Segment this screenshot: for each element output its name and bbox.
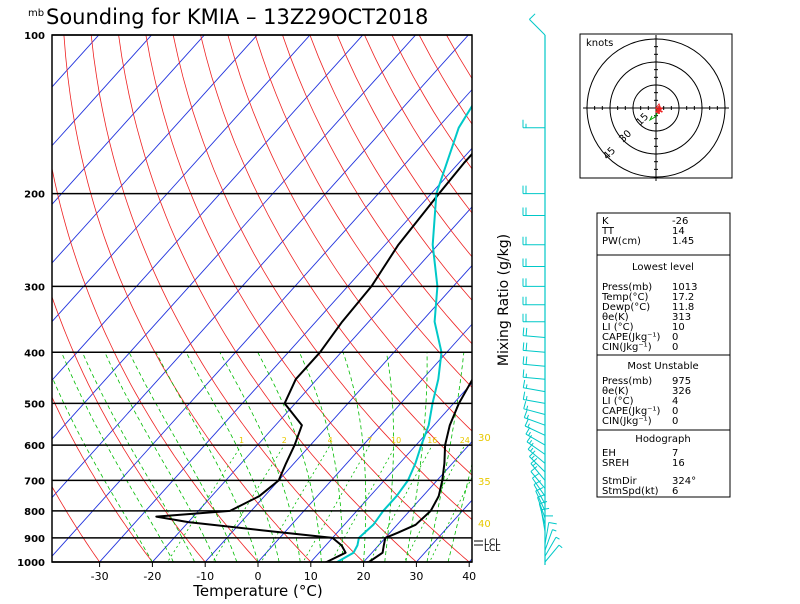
wind-barb: [523, 356, 545, 366]
temperature-tick-label: 30: [409, 570, 423, 583]
pressure-tick-label: 500: [24, 399, 45, 410]
wind-barb: [523, 369, 545, 379]
mixing-ratio-axis-label: Mixing Ratio (g/kg): [496, 234, 512, 366]
wind-barb: [523, 237, 545, 245]
mixing-ratio-tick-label: 4: [328, 436, 333, 445]
hodograph-units: knots: [586, 38, 613, 49]
lowest-level-value: 0: [672, 342, 678, 353]
hodograph-stats-title: Hodograph: [635, 434, 690, 445]
pressure-tick-label: 400: [24, 348, 45, 359]
x-axis-label: Temperature (°C): [192, 582, 322, 600]
chart-title: Sounding for KMIA – 13Z29OCT2018: [46, 5, 428, 29]
mixing-ratio-tick-label: 10: [391, 436, 401, 445]
temperature-tick-label: -20: [143, 570, 161, 583]
wind-barb: [523, 208, 545, 216]
most-unstable-title: Most Unstable: [627, 361, 698, 372]
pressure-tick-label: 200: [24, 190, 45, 201]
index-value: 1.45: [672, 236, 694, 247]
isotherm-line: [0, 23, 57, 573]
lowest-level-label: CIN(Jkg⁻¹): [602, 342, 652, 353]
wind-barb: [523, 392, 545, 404]
pressure-tick-label: 900: [24, 534, 45, 545]
wind-barb: [523, 120, 545, 128]
wind-barb: [523, 328, 545, 338]
pressure-tick-label: 600: [24, 441, 45, 452]
hodograph-stat-label: SREH: [602, 458, 629, 469]
pressure-tick-labels: 100 200 300 400 500 600 700 800 900 1000: [17, 31, 45, 569]
wind-barb: [526, 427, 545, 445]
hodograph-stat-value: 6: [672, 486, 678, 497]
mixing-ratio-tick-label: 7: [367, 436, 372, 445]
hodograph-stat-value: 16: [672, 458, 685, 469]
pressure-tick-label: 700: [24, 476, 45, 487]
wind-barb: [527, 435, 545, 454]
pressure-tick-label: 800: [24, 507, 45, 518]
wind-barb: [523, 342, 545, 352]
indices-box-top: [597, 213, 730, 255]
wind-barb: [529, 14, 545, 35]
temperature-tick-label: 20: [357, 570, 371, 583]
mixing-ratio-tick-label: 1: [239, 436, 244, 445]
unit-label: mb: [28, 8, 44, 19]
mixing-ratio-tick-label: 16: [427, 436, 437, 445]
wind-barb: [523, 380, 545, 392]
wind-barbs: [523, 14, 562, 562]
theta-e-labels: 40 35 30: [478, 433, 491, 530]
lcl-label-2: LCL: [484, 544, 500, 554]
temperature-tick-label: 40: [462, 570, 476, 583]
plot-area: [52, 35, 472, 562]
mixing-ratio-tick-label: 24: [460, 436, 470, 445]
wind-barb: [523, 186, 545, 194]
mixing-ratio-tick-label: 2: [282, 436, 287, 445]
theta-e-label: 35: [478, 477, 491, 488]
wind-barb: [523, 297, 545, 305]
wind-barb: [523, 278, 545, 286]
theta-e-label: 30: [478, 433, 491, 444]
wind-barb: [545, 545, 562, 562]
hodograph-stat-label: StmSpd(kt): [602, 486, 659, 497]
lowest-level-title: Lowest level: [632, 262, 694, 273]
hodograph: knots 15 30 45 ✱: [580, 34, 732, 181]
wind-barb: [523, 314, 545, 322]
pressure-tick-label: 1000: [17, 558, 45, 569]
storm-motion-marker: ✱: [654, 104, 663, 117]
pressure-tick-label: 100: [24, 31, 45, 42]
wind-barb: [528, 443, 545, 463]
index-label: PW(cm): [602, 236, 641, 247]
theta-e-label: 40: [478, 519, 491, 530]
wind-barb: [523, 259, 545, 267]
isotherm-line: [0, 23, 4, 573]
wind-barb: [524, 410, 545, 425]
temperature-tick-label: -30: [91, 570, 109, 583]
pressure-tick-label: 300: [24, 282, 45, 293]
most-unstable-value: 0: [672, 416, 678, 427]
most-unstable-label: CIN(Jkg⁻¹): [602, 416, 652, 427]
